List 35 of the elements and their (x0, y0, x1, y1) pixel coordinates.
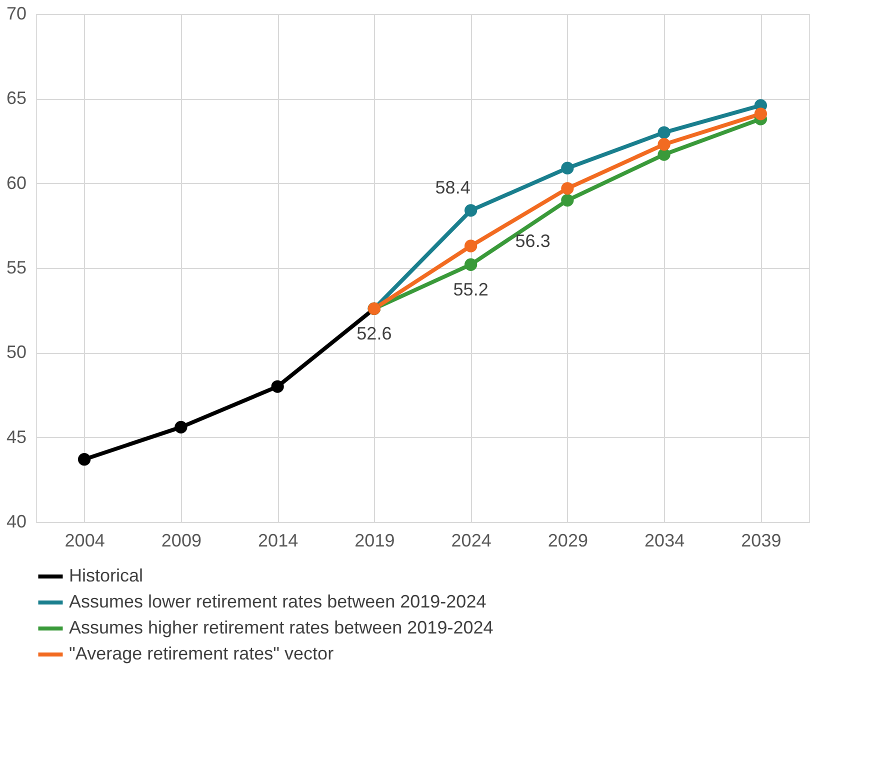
y-tick-label: 65 (6, 88, 26, 108)
y-tick-label: 60 (6, 172, 26, 193)
point (658, 126, 670, 139)
annotation: 55.2 (453, 280, 488, 300)
x-tick-label: 2029 (548, 530, 588, 550)
x-tick-label: 2034 (644, 530, 685, 550)
annotation: 52.6 (356, 324, 392, 344)
point (464, 258, 478, 271)
point (464, 240, 478, 252)
x-tick-label: 2019 (354, 530, 395, 550)
point (174, 420, 188, 434)
x-tick-label: 2024 (451, 530, 492, 550)
legend-label: Assumes higher retirement rates between 2019-2024 (69, 618, 494, 638)
legend-label: Historical (69, 566, 144, 586)
y-tick-label: 50 (6, 342, 26, 362)
x-tick-label: 2039 (741, 530, 782, 550)
point (271, 380, 284, 393)
point (78, 453, 91, 466)
point (561, 194, 574, 207)
y-tick-label: 55 (6, 258, 26, 278)
point (561, 162, 574, 174)
x-tick-label: 2014 (258, 530, 298, 550)
legend-label: "Average retirement rates" vector (69, 644, 334, 664)
x-tick-label: 2009 (161, 530, 202, 550)
y-tick-label: 40 (6, 512, 26, 532)
point (561, 182, 574, 195)
y-tick-label: 45 (6, 426, 26, 447)
point (658, 138, 670, 151)
annotation: 56.3 (515, 230, 550, 251)
point (464, 204, 478, 217)
x-tick-label: 2004 (64, 530, 105, 550)
annotation: 58.4 (435, 177, 470, 198)
point (754, 108, 768, 120)
legend-label: Assumes lower retirement rates between 2019-2024 (69, 592, 486, 612)
y-tick-label: 70 (6, 4, 26, 24)
